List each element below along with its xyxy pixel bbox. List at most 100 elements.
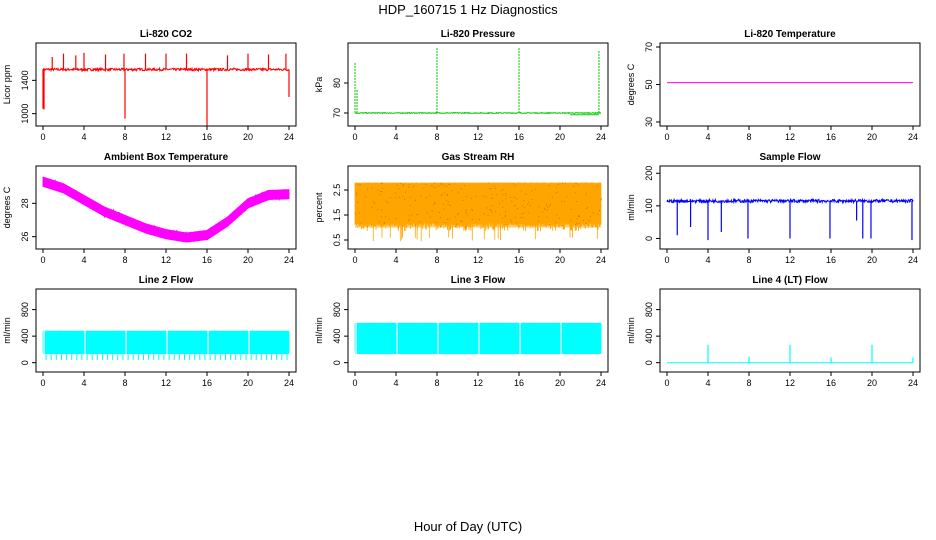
panel-title: Li-820 Pressure <box>441 29 516 40</box>
x-tick-label: 4 <box>705 255 710 265</box>
x-tick-label: 16 <box>202 132 212 142</box>
panel-8: Line 3 Flow ml/min 0 4 8 12 16 20 24 0 400 800 <box>314 275 609 388</box>
y-tick-label: 1400 <box>20 70 30 90</box>
series-line <box>666 197 914 205</box>
x-tick-label: 12 <box>785 378 795 388</box>
x-tick-label: 0 <box>664 132 669 142</box>
y-tick-label: 100 <box>644 198 654 213</box>
panel-9: Line 4 (LT) Flow ml/min 0 4 8 12 16 20 24 0 400 800 <box>626 275 921 388</box>
x-tick-label: 16 <box>202 255 212 265</box>
y-tick-label: 70 <box>332 108 342 118</box>
x-tick-label: 20 <box>243 132 253 142</box>
x-tick-label: 24 <box>596 255 606 265</box>
y-axis-label: ml/min <box>626 194 636 221</box>
y-tick-label: 50 <box>644 79 654 89</box>
panel-4: Ambient Box Temperature degrees C 0 4 8 12 16 2… <box>2 152 297 265</box>
panel-3: Li-820 Temperature degrees C 0 4 8 12 16 20 24 30… <box>626 29 921 142</box>
panel-title: Line 3 Flow <box>451 275 506 286</box>
y-tick-label: 30 <box>644 117 654 127</box>
x-tick-label: 16 <box>826 378 836 388</box>
y-tick-label: 800 <box>644 302 654 317</box>
x-tick-label: 8 <box>746 132 751 142</box>
series-texture <box>355 182 602 229</box>
x-tick-label: 20 <box>867 378 877 388</box>
x-tick-label: 20 <box>555 378 565 388</box>
x-tick-label: 4 <box>393 132 398 142</box>
y-tick-label: 0 <box>644 360 654 365</box>
series-band <box>42 176 290 243</box>
figure-title: HDP_160715 1 Hz Diagnostics <box>378 2 558 17</box>
y-tick-label: 70 <box>644 42 654 52</box>
x-tick-label: 8 <box>746 255 751 265</box>
y-tick-label: 0 <box>20 360 30 365</box>
y-tick-label: 26 <box>20 232 30 242</box>
x-tick-label: 8 <box>122 255 127 265</box>
x-tick-label: 4 <box>705 132 710 142</box>
x-tick-label: 12 <box>785 132 795 142</box>
panel-7: Line 2 Flow ml/min 0 4 8 12 16 20 24 0 400 800 <box>2 275 297 388</box>
x-tick-label: 8 <box>122 378 127 388</box>
y-axis-label: ml/min <box>626 317 636 344</box>
panel-5: Gas Stream RH percent 0 4 8 12 16 20 24 0.5 1.5 2.5 <box>314 152 609 265</box>
x-tick-label: 16 <box>514 132 524 142</box>
y-axis-label: Licor ppm <box>2 65 12 105</box>
series-line <box>354 322 602 354</box>
y-tick-label: 0 <box>332 360 342 365</box>
x-tick-label: 0 <box>664 378 669 388</box>
x-tick-label: 24 <box>908 255 918 265</box>
x-tick-label: 0 <box>40 378 45 388</box>
y-tick-label: 800 <box>20 302 30 317</box>
x-tick-label: 12 <box>161 255 171 265</box>
x-tick-label: 24 <box>908 378 918 388</box>
x-tick-label: 12 <box>785 255 795 265</box>
x-tick-label: 24 <box>908 132 918 142</box>
series-line <box>354 111 602 115</box>
figure-x-label: Hour of Day (UTC) <box>414 519 522 534</box>
x-tick-label: 24 <box>596 378 606 388</box>
x-tick-label: 0 <box>40 255 45 265</box>
x-tick-label: 8 <box>122 132 127 142</box>
x-tick-label: 20 <box>555 255 565 265</box>
y-axis-label: percent <box>314 192 324 223</box>
x-tick-label: 20 <box>243 255 253 265</box>
x-tick-label: 12 <box>161 378 171 388</box>
x-tick-label: 0 <box>352 132 357 142</box>
x-tick-label: 4 <box>81 132 86 142</box>
y-tick-label: 400 <box>644 329 654 344</box>
x-tick-label: 8 <box>434 378 439 388</box>
x-tick-label: 8 <box>746 378 751 388</box>
x-tick-label: 20 <box>867 255 877 265</box>
x-tick-label: 8 <box>434 255 439 265</box>
panel-title: Sample Flow <box>759 152 820 163</box>
series-dips <box>45 354 288 360</box>
x-tick-label: 16 <box>826 255 836 265</box>
x-tick-label: 20 <box>243 378 253 388</box>
panel-title: Line 2 Flow <box>139 275 194 286</box>
x-tick-label: 12 <box>161 132 171 142</box>
x-tick-label: 0 <box>40 132 45 142</box>
y-tick-label: 2.5 <box>332 184 342 197</box>
x-tick-label: 20 <box>867 132 877 142</box>
x-tick-label: 16 <box>514 255 524 265</box>
y-tick-label: 400 <box>332 329 342 344</box>
y-axis-label: ml/min <box>314 317 324 344</box>
y-axis-label: degrees C <box>626 63 636 105</box>
y-axis-label: kPa <box>314 77 324 93</box>
panel-2: Li-820 Pressure kPa 0 4 8 12 16 20 24 70 80 <box>314 29 609 142</box>
y-tick-label: 80 <box>332 78 342 88</box>
panel-1: Li-820 CO2 Licor ppm 0 4 8 12 16 20 24 1000 1400 <box>2 29 297 142</box>
y-tick-label: 800 <box>332 302 342 317</box>
x-tick-label: 16 <box>202 378 212 388</box>
x-tick-label: 4 <box>705 378 710 388</box>
x-tick-label: 12 <box>473 378 483 388</box>
y-tick-label: 1000 <box>20 104 30 124</box>
x-tick-label: 16 <box>826 132 836 142</box>
panel-title: Line 4 (LT) Flow <box>752 275 828 286</box>
y-tick-label: 200 <box>644 166 654 181</box>
x-tick-label: 0 <box>352 378 357 388</box>
y-axis-label: degrees C <box>2 186 12 228</box>
panel-title: Li-820 Temperature <box>744 29 836 40</box>
series-dropouts <box>361 215 599 242</box>
y-tick-label: 400 <box>20 329 30 344</box>
